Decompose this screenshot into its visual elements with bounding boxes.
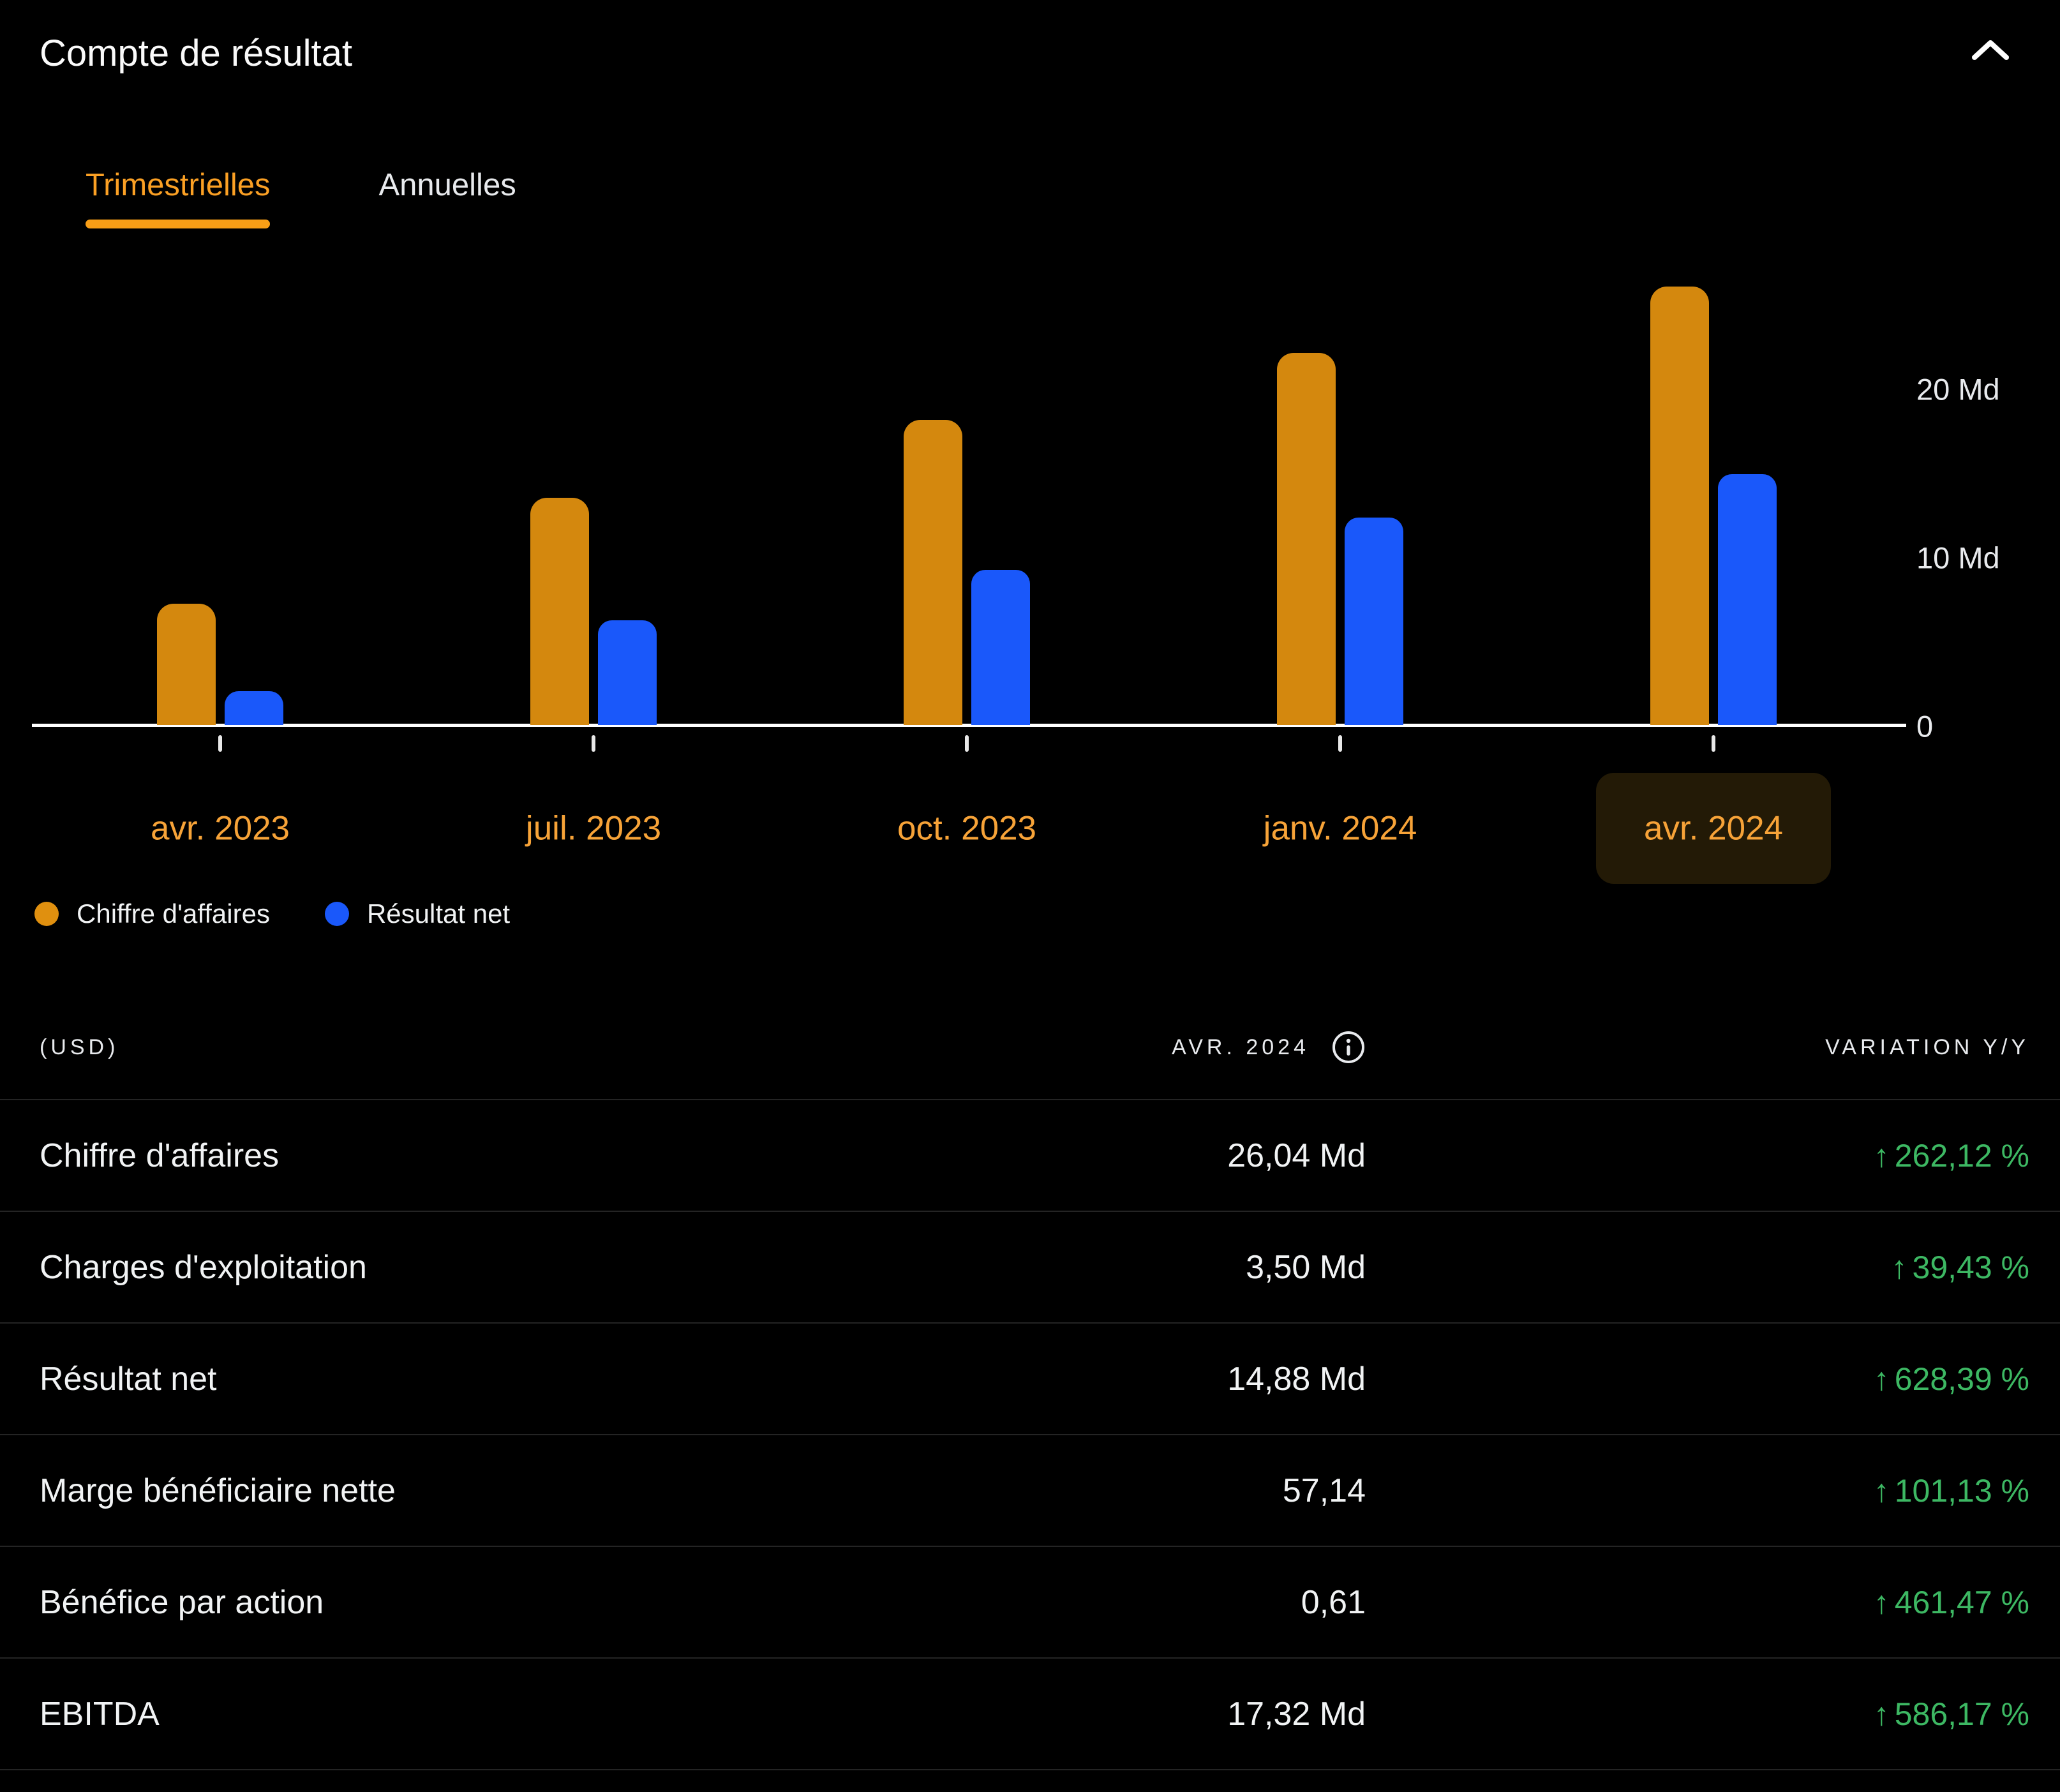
net-income-bar[interactable] (225, 691, 283, 725)
legend-item: Résultat net (324, 899, 511, 929)
metric-label: EBITDA (40, 1695, 160, 1733)
metric-value: 57,14 (1282, 1472, 1366, 1509)
metric-variation: ↑ 586,17 % (1873, 1696, 2029, 1732)
up-arrow-icon: ↑ (1873, 1472, 1890, 1509)
table-row[interactable]: Marge bénéficiaire nette 57,14 ↑ 101,13 % (0, 1434, 2060, 1546)
revenue-bar[interactable] (157, 603, 216, 725)
up-arrow-icon: ↑ (1873, 1361, 1890, 1397)
active-tab-underline (86, 220, 271, 228)
period-column-header: AVR. 2024 (1172, 1030, 1366, 1064)
revenue-bar[interactable] (530, 497, 589, 725)
x-axis-label-juil-2023[interactable]: juil. 2023 (525, 809, 662, 847)
net-income-bar[interactable] (1345, 518, 1403, 725)
revenue-bar[interactable] (1277, 352, 1336, 725)
up-arrow-icon: ↑ (1891, 1249, 1907, 1285)
x-axis-tickmark (965, 735, 969, 752)
x-axis-tickmark (1338, 735, 1342, 752)
metric-label: Résultat net (40, 1360, 217, 1398)
metric-label: Marge bénéficiaire nette (40, 1472, 396, 1509)
metric-variation: ↑ 101,13 % (1873, 1472, 2029, 1509)
metric-value: 14,88 Md (1227, 1360, 1366, 1398)
metric-value: 17,32 Md (1227, 1695, 1366, 1733)
metric-label: Charges d'exploitation (40, 1248, 367, 1286)
legend-label: Résultat net (366, 899, 511, 929)
metric-variation: ↑ 628,39 % (1873, 1361, 2029, 1397)
table-row[interactable]: EBITDA 17,32 Md ↑ 586,17 % (0, 1657, 2060, 1770)
y-axis-tick-label: 10 Md (1916, 541, 2000, 575)
tab-annuelles[interactable]: Annuelles (378, 167, 516, 228)
x-axis-label-oct-2023[interactable]: oct. 2023 (897, 809, 1037, 847)
metric-value: 0,61 (1301, 1583, 1366, 1621)
legend-label: Chiffre d'affaires (77, 899, 270, 929)
table-row[interactable]: Résultat net 14,88 Md ↑ 628,39 % (0, 1322, 2060, 1434)
revenue-bar[interactable] (1650, 286, 1709, 725)
tab-label: Annuelles (378, 168, 516, 202)
table-body: Chiffre d'affaires 26,04 Md ↑ 262,12 % Ch… (0, 1099, 2060, 1770)
chart-legend: Chiffre d'affaires Résultat net (34, 899, 510, 929)
table-header-row: (USD) AVR. 2024 VARIATION Y/Y (0, 996, 2060, 1099)
currency-note: (USD) (40, 1034, 119, 1059)
metric-variation: ↑ 262,12 % (1873, 1137, 2029, 1174)
net-income-bar[interactable] (598, 620, 657, 725)
metric-value: 26,04 Md (1227, 1137, 1366, 1174)
x-axis-tickmark (592, 735, 595, 752)
income-statement-table: (USD) AVR. 2024 VARIATION Y/Y Chiffre d'… (0, 996, 2060, 1770)
tab-trimestrielles[interactable]: Trimestrielles (86, 167, 271, 228)
legend-dot-icon (324, 902, 349, 926)
up-arrow-icon: ↑ (1873, 1584, 1890, 1620)
table-row[interactable]: Chiffre d'affaires 26,04 Md ↑ 262,12 % (0, 1099, 2060, 1211)
up-arrow-icon: ↑ (1873, 1137, 1890, 1174)
metric-label: Bénéfice par action (40, 1583, 324, 1621)
up-arrow-icon: ↑ (1873, 1696, 1890, 1732)
x-axis-tickmark (1712, 735, 1715, 752)
net-income-bar[interactable] (971, 570, 1030, 725)
table-row[interactable]: Bénéfice par action 0,61 ↑ 461,47 % (0, 1546, 2060, 1657)
x-axis-label-avr-2023[interactable]: avr. 2023 (150, 809, 290, 847)
metric-variation: ↑ 39,43 % (1891, 1249, 2029, 1285)
metric-value: 3,50 Md (1246, 1248, 1366, 1286)
metric-label: Chiffre d'affaires (40, 1137, 280, 1174)
metric-variation: ↑ 461,47 % (1873, 1584, 2029, 1620)
page-title: Compte de résultat (40, 33, 353, 74)
legend-item: Chiffre d'affaires (34, 899, 270, 929)
legend-dot-icon (34, 902, 59, 926)
net-income-bar[interactable] (1718, 474, 1777, 725)
variation-column-header: VARIATION Y/Y (1825, 1034, 2029, 1059)
x-axis-label-janv-2024[interactable]: janv. 2024 (1263, 809, 1417, 847)
x-axis-label-avr-2024[interactable]: avr. 2024 (1643, 809, 1784, 847)
chevron-up-icon (1972, 40, 2009, 60)
x-axis-tickmark (218, 735, 222, 752)
selected-period-highlight (1596, 773, 1831, 884)
y-axis-tick-label: 20 Md (1916, 372, 2000, 407)
collapse-section-button[interactable] (1969, 36, 2011, 65)
period-tabs: Trimestrielles Annuelles (86, 167, 516, 228)
y-axis-tick-label: 0 (1916, 709, 1934, 743)
info-icon[interactable] (1331, 1030, 1366, 1064)
table-row[interactable]: Charges d'exploitation 3,50 Md ↑ 39,43 % (0, 1211, 2060, 1322)
revenue-bar[interactable] (904, 420, 962, 725)
tab-label: Trimestrielles (86, 168, 271, 202)
period-header-label: AVR. 2024 (1172, 1034, 1310, 1059)
x-axis-line (32, 724, 1906, 727)
